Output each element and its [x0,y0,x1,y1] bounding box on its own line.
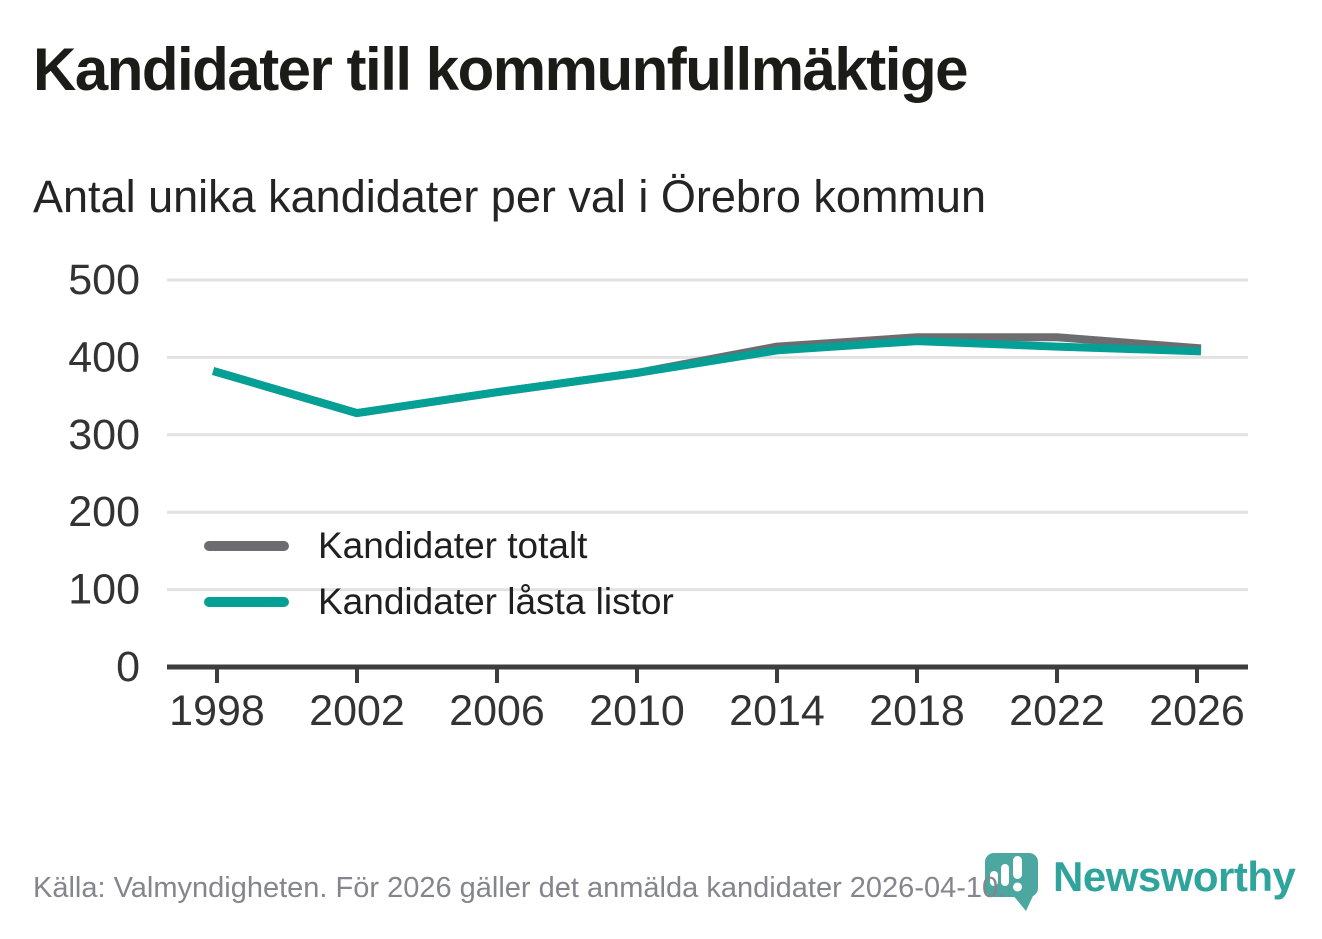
line-chart: 0 100 200 300 400 500 1998 2002 2006 2010 2014 2018… [68,256,1248,735]
newsworthy-logo-icon [985,853,1038,911]
chart-area: 0 100 200 300 400 500 1998 2002 2006 2010 2014 2018… [0,250,1322,750]
y-tick-label: 200 [68,488,140,536]
page-title: Kandidater till kommunfullmäktige [33,36,968,103]
y-tick-label: 400 [68,333,140,381]
legend-label-totalt: Kandidater totalt [318,525,588,566]
legend-item-totalt: Kandidater totalt [204,518,674,574]
newsworthy-brand-name: Newsworthy [1053,853,1296,900]
y-tick-label: 0 [116,643,140,691]
source-note: Källa: Valmyndigheten. För 2026 gäller d… [33,872,1007,904]
x-tick-label: 2010 [589,687,685,735]
x-tick-label: 2006 [449,687,545,735]
y-tick-label: 300 [68,411,140,459]
series-line-lasta-listor [212,337,1202,418]
legend-swatch-lasta-listor [204,597,289,607]
legend-item-lasta-listor: Kandidater låsta listor [204,574,674,630]
legend-label-lasta-listor: Kandidater låsta listor [318,581,674,622]
y-tick-label: 500 [68,256,140,304]
legend-swatch-totalt [204,541,289,551]
x-tick-label: 1998 [169,687,265,735]
x-tick-label: 2018 [869,687,965,735]
x-tick-label: 2014 [729,687,825,735]
x-tick-label: 2002 [309,687,405,735]
x-tick-label: 2026 [1149,687,1245,735]
chart-legend: Kandidater totalt Kandidater låsta listo… [204,518,674,630]
x-tick-label: 2022 [1009,687,1105,735]
chart-subtitle: Antal unika kandidater per val i Örebro … [33,171,986,222]
y-tick-label: 100 [68,566,140,614]
